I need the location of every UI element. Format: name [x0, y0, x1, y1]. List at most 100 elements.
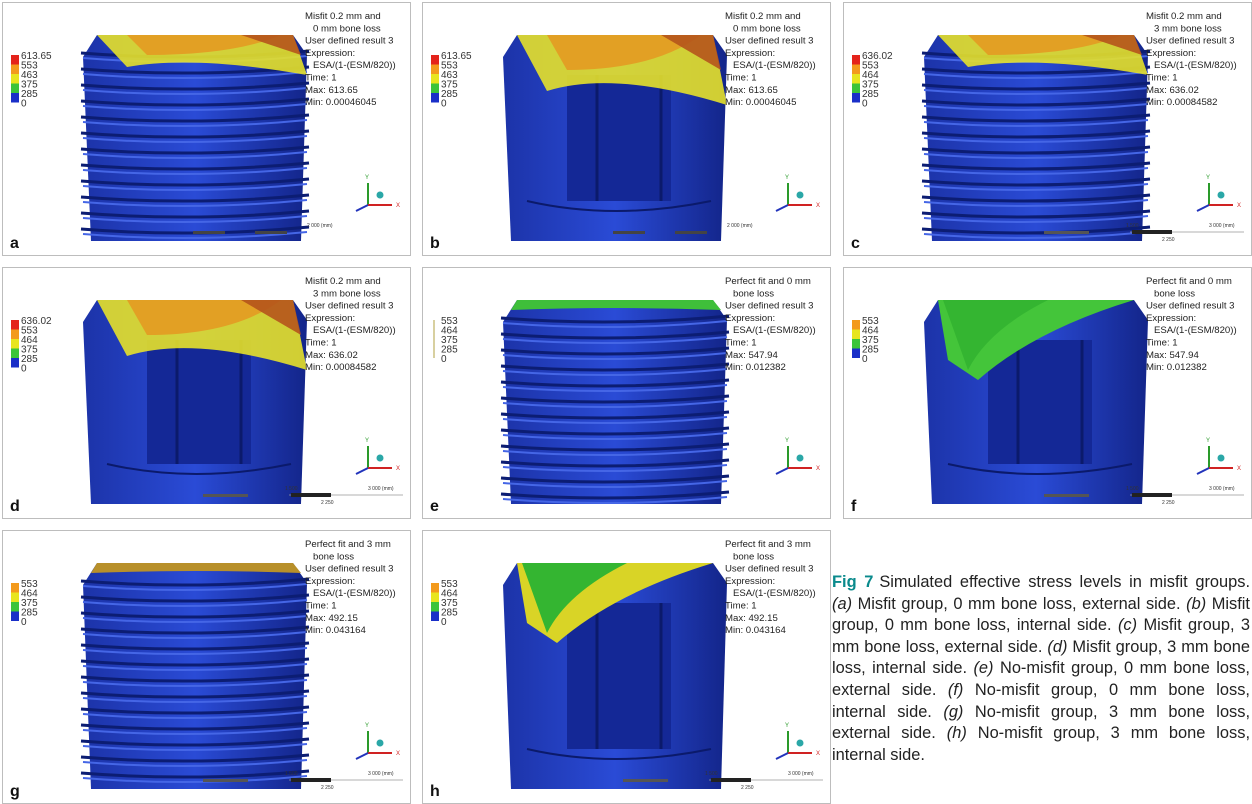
legend-swatch: [11, 583, 19, 593]
scale-label: 2 250: [321, 500, 334, 506]
legend-label: 0: [862, 99, 868, 110]
scale-bar: [1044, 494, 1089, 497]
caption-tag: (f): [948, 681, 963, 699]
caption-tag: (c): [1118, 616, 1137, 634]
scale-label: 1 500: [705, 771, 718, 777]
scale-bar: [203, 494, 248, 497]
legend-swatch: [431, 74, 439, 84]
legend-label: 0: [21, 617, 27, 628]
legend-swatch: [431, 583, 439, 593]
legend-swatch: [11, 602, 19, 612]
panel-image: 5534643752850Perfect fit and 3 mmbone lo…: [423, 531, 830, 803]
legend-swatch: [431, 65, 439, 75]
axis-label: Y: [365, 175, 369, 181]
panel-image: 5534643752850Perfect fit and 0 mmbone lo…: [844, 268, 1251, 518]
result-info: 0 mm bone loss: [313, 23, 381, 34]
result-info: Time: 1: [305, 601, 337, 612]
legend-swatch: [11, 74, 19, 84]
result-info: User defined result 3: [725, 301, 814, 312]
legend-swatch: [852, 65, 860, 75]
legend-swatch: [433, 320, 435, 330]
result-info: Max: 613.65: [725, 85, 778, 96]
result-info: ESA/(1-(ESM/820)): [313, 60, 396, 71]
result-info: Expression:: [725, 48, 775, 59]
panel-label: e: [430, 498, 439, 515]
legend-swatch: [431, 84, 439, 94]
figure-panel: 5534643752850Perfect fit and 0 mmbone lo…: [422, 267, 831, 519]
legend-swatch: [431, 612, 439, 622]
axis-label: X: [1237, 466, 1241, 472]
scale-label: 2 000 (mm): [727, 223, 753, 229]
panel-label: h: [430, 783, 440, 800]
legend-swatch: [11, 330, 19, 340]
figure-caption: Fig 7Simulated effective stress levels i…: [832, 572, 1250, 766]
scale-label: 2 250: [321, 785, 334, 791]
panel-image: 5534643752850Perfect fit and 0 mmbone lo…: [423, 268, 830, 518]
panel-image: 613.655534633752850Misfit 0.2 mm and0 mm…: [423, 3, 830, 255]
result-info: Min: 0.043164: [725, 625, 786, 636]
legend-swatch: [852, 339, 860, 349]
result-info: Time: 1: [725, 338, 757, 349]
legend-swatch: [852, 93, 860, 103]
scale-bar: [203, 779, 248, 782]
axis-origin: [797, 192, 804, 199]
axis-label: Y: [785, 175, 789, 181]
axis-z: [776, 753, 788, 759]
figure-panel: 5534643752850Perfect fit and 0 mmbone lo…: [843, 267, 1252, 519]
result-info: Min: 0.012382: [725, 362, 786, 373]
axis-origin: [1218, 455, 1225, 462]
legend-swatch: [852, 349, 860, 359]
inner-cavity: [567, 603, 671, 749]
panel-image: 613.655534633752850Misfit 0.2 mm and0 mm…: [3, 3, 410, 255]
panel-image: 636.025534643752850Misfit 0.2 mm and3 mm…: [3, 268, 410, 518]
scale-label: 1 500: [1126, 486, 1139, 492]
scale-label: 2 250: [741, 785, 754, 791]
result-info: Perfect fit and 0 mm: [725, 276, 811, 287]
figure-panel: 636.025534643752850Misfit 0.2 mm and3 mm…: [2, 267, 411, 519]
result-info: Max: 636.02: [305, 350, 358, 361]
panel-label: d: [10, 498, 20, 515]
legend-swatch: [11, 339, 19, 349]
scale-bar: [675, 231, 707, 234]
axis-label: Y: [1206, 438, 1210, 444]
result-info: Max: 613.65: [305, 85, 358, 96]
scale-label: 2 250: [1162, 237, 1175, 243]
legend-swatch: [11, 349, 19, 359]
legend-swatch: [11, 84, 19, 94]
result-info: 3 mm bone loss: [1154, 23, 1222, 34]
result-info: ESA/(1-(ESM/820)): [1154, 60, 1237, 71]
scale-bar: [1132, 493, 1172, 497]
scale-label: 3 000 (mm): [368, 771, 394, 777]
result-info: Perfect fit and 3 mm: [725, 539, 811, 550]
caption-tag: (b): [1186, 595, 1206, 613]
legend-swatch: [433, 339, 435, 349]
result-info: User defined result 3: [1146, 36, 1235, 47]
scale-label: 3 000 (mm): [1209, 486, 1235, 492]
result-info: Max: 492.15: [305, 613, 358, 624]
legend-swatch: [431, 602, 439, 612]
scale-bar: [1132, 230, 1172, 234]
scale-label: 1 500: [285, 486, 298, 492]
result-info: Misfit 0.2 mm and: [725, 11, 801, 22]
result-info: User defined result 3: [305, 36, 394, 47]
axis-origin: [377, 192, 384, 199]
caption-tag: (a): [832, 595, 852, 613]
legend-swatch: [11, 55, 19, 65]
legend-swatch: [852, 74, 860, 84]
result-info: Perfect fit and 3 mm: [305, 539, 391, 550]
panel-label: a: [10, 235, 19, 252]
result-info: Time: 1: [1146, 73, 1178, 84]
result-info: bone loss: [733, 288, 774, 299]
figure-panel: 5534643752850Perfect fit and 3 mmbone lo…: [2, 530, 411, 804]
caption-intro: Simulated effective stress levels in mis…: [879, 573, 1250, 591]
panel-image: 636.025534643752850Misfit 0.2 mm and3 mm…: [844, 3, 1251, 255]
result-info: User defined result 3: [1146, 301, 1235, 312]
legend-swatch: [11, 612, 19, 622]
result-info: Time: 1: [305, 73, 337, 84]
scale-bar: [711, 778, 751, 782]
axis-label: Y: [785, 438, 789, 444]
result-info: Misfit 0.2 mm and: [305, 11, 381, 22]
result-info: Time: 1: [305, 338, 337, 349]
result-info: Time: 1: [1146, 338, 1178, 349]
scale-label: 3 000 (mm): [1209, 223, 1235, 229]
